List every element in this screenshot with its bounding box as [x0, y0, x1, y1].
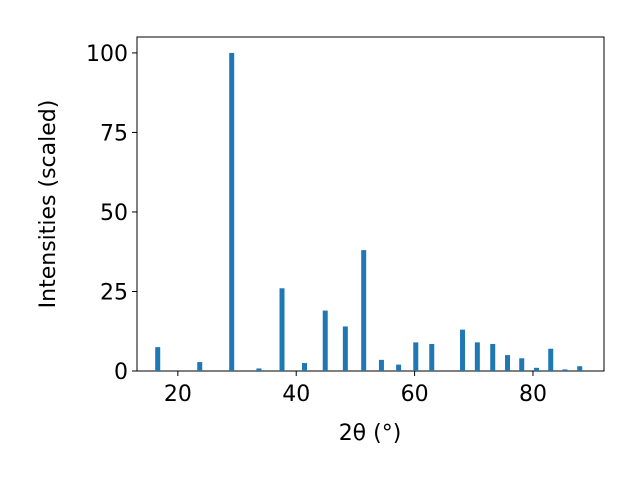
- bar: [302, 363, 308, 371]
- bar: [197, 362, 203, 371]
- bar: [396, 364, 402, 371]
- bar: [460, 329, 466, 371]
- bar: [378, 359, 384, 371]
- bar: [519, 358, 525, 371]
- bar: [577, 366, 583, 371]
- x-tick-label: 40: [282, 382, 310, 407]
- bar: [229, 52, 235, 372]
- x-axis-label: 2θ (°): [339, 421, 402, 446]
- bar: [562, 369, 568, 371]
- plot-frame: [136, 36, 605, 372]
- bar: [256, 368, 262, 371]
- bar: [361, 250, 367, 371]
- bar: [534, 367, 540, 371]
- bar: [429, 343, 435, 371]
- y-tick-label: 100: [86, 42, 128, 67]
- bar: [505, 355, 511, 371]
- y-tick-label: 50: [100, 201, 128, 226]
- bar: [342, 326, 348, 371]
- bar: [490, 343, 496, 371]
- x-tick-label: 80: [519, 382, 547, 407]
- y-tick-label: 25: [100, 280, 128, 305]
- bar: [279, 288, 285, 371]
- x-tick-label: 60: [401, 382, 429, 407]
- y-tick-label: 75: [100, 121, 128, 146]
- bar: [548, 348, 554, 371]
- x-tick-label: 20: [164, 382, 192, 407]
- y-tick-label: 0: [114, 360, 128, 385]
- bar: [155, 347, 161, 371]
- bar: [474, 342, 480, 371]
- bar: [413, 342, 419, 371]
- bar: [322, 310, 328, 371]
- y-axis-label: Intensities (scaled): [36, 100, 61, 309]
